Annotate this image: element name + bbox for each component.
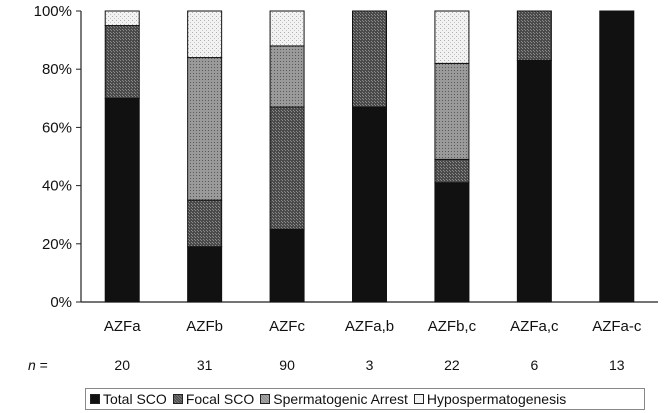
legend: Total SCO Focal SCO Spermatogenic Arrest Hy… (85, 388, 645, 410)
bar-segment-total-sco (187, 246, 223, 303)
bars (104, 10, 635, 303)
legend-label: Focal SCO (185, 391, 255, 407)
bar-segment-focal-sco (352, 10, 387, 108)
bar-segment-total-sco (104, 97, 140, 303)
bar-segment-hypospermatogenesis (104, 10, 140, 27)
category-label: AZFa,c (510, 318, 559, 335)
bar-segment-hypospermatogenesis (187, 10, 223, 59)
y-tick-label: 60% (42, 119, 72, 136)
category-label: AZFa,b (345, 318, 394, 335)
y-tick-label: 100% (34, 3, 72, 20)
y-axis: 0% 20% 40% 60% 80% 100% (34, 3, 658, 311)
legend-label: Spermatogenic Arrest (273, 391, 408, 407)
bar-segment-hypospermatogenesis (269, 10, 305, 47)
legend-item: Focal SCO (172, 391, 255, 407)
n-row: 20 31 90 3 22 6 13 n = (28, 357, 625, 373)
n-value: 90 (279, 357, 295, 373)
legend-item: Hypospermatogenesis (413, 391, 567, 407)
n-label: n = (28, 357, 48, 373)
legend-swatch (260, 394, 271, 404)
n-value: 6 (530, 357, 538, 373)
bar-segment-spermatogenic-arrest (434, 62, 470, 160)
n-value: 20 (114, 357, 130, 373)
bar-segment-total-sco (434, 182, 470, 303)
bar-segment-focal-sco (269, 106, 305, 230)
bar-segment-total-sco (269, 228, 305, 303)
bar-segment-total-sco (516, 59, 552, 303)
stacked-bar-chart: 0%20%40%60%80%100% AZFa AZFb AZFc AZFa,b AZF… (28, 3, 658, 373)
y-tick-label: 0% (50, 294, 72, 311)
bar-segment-focal-sco (187, 199, 223, 248)
y-tick-label: 80% (42, 61, 72, 78)
bar-segment-spermatogenic-arrest (187, 57, 223, 201)
legend-item: Total SCO (90, 391, 167, 407)
bar-segment-focal-sco (516, 10, 552, 61)
legend-swatch (172, 394, 183, 404)
bar-segment-focal-sco (434, 158, 470, 184)
category-label: AZFb,c (428, 318, 477, 335)
category-label: AZFa (104, 318, 141, 335)
x-axis-labels: AZFa AZFb AZFc AZFa,b AZFb,c AZFa,c AZFa-c (104, 318, 642, 335)
n-value: 22 (444, 357, 460, 373)
legend-label: Total SCO (103, 391, 167, 407)
bar-segment-total-sco (352, 106, 387, 303)
legend-swatch (413, 394, 424, 404)
bar-segment-spermatogenic-arrest (269, 45, 305, 108)
category-label: AZFb (186, 318, 223, 335)
legend-label: Hypospermatogenesis (426, 391, 567, 407)
bar-segment-total-sco (599, 10, 635, 303)
category-label: AZFc (269, 318, 305, 335)
legend-item: Spermatogenic Arrest (260, 391, 408, 407)
bar-segment-focal-sco (104, 25, 140, 99)
category-label: AZFa-c (592, 318, 642, 335)
bar-segment-hypospermatogenesis (434, 10, 470, 64)
n-value: 3 (366, 357, 374, 373)
n-value: 13 (609, 357, 625, 373)
y-tick-label: 20% (42, 236, 72, 253)
n-value: 31 (197, 357, 213, 373)
y-tick-label: 40% (42, 178, 72, 195)
legend-swatch (90, 394, 100, 404)
